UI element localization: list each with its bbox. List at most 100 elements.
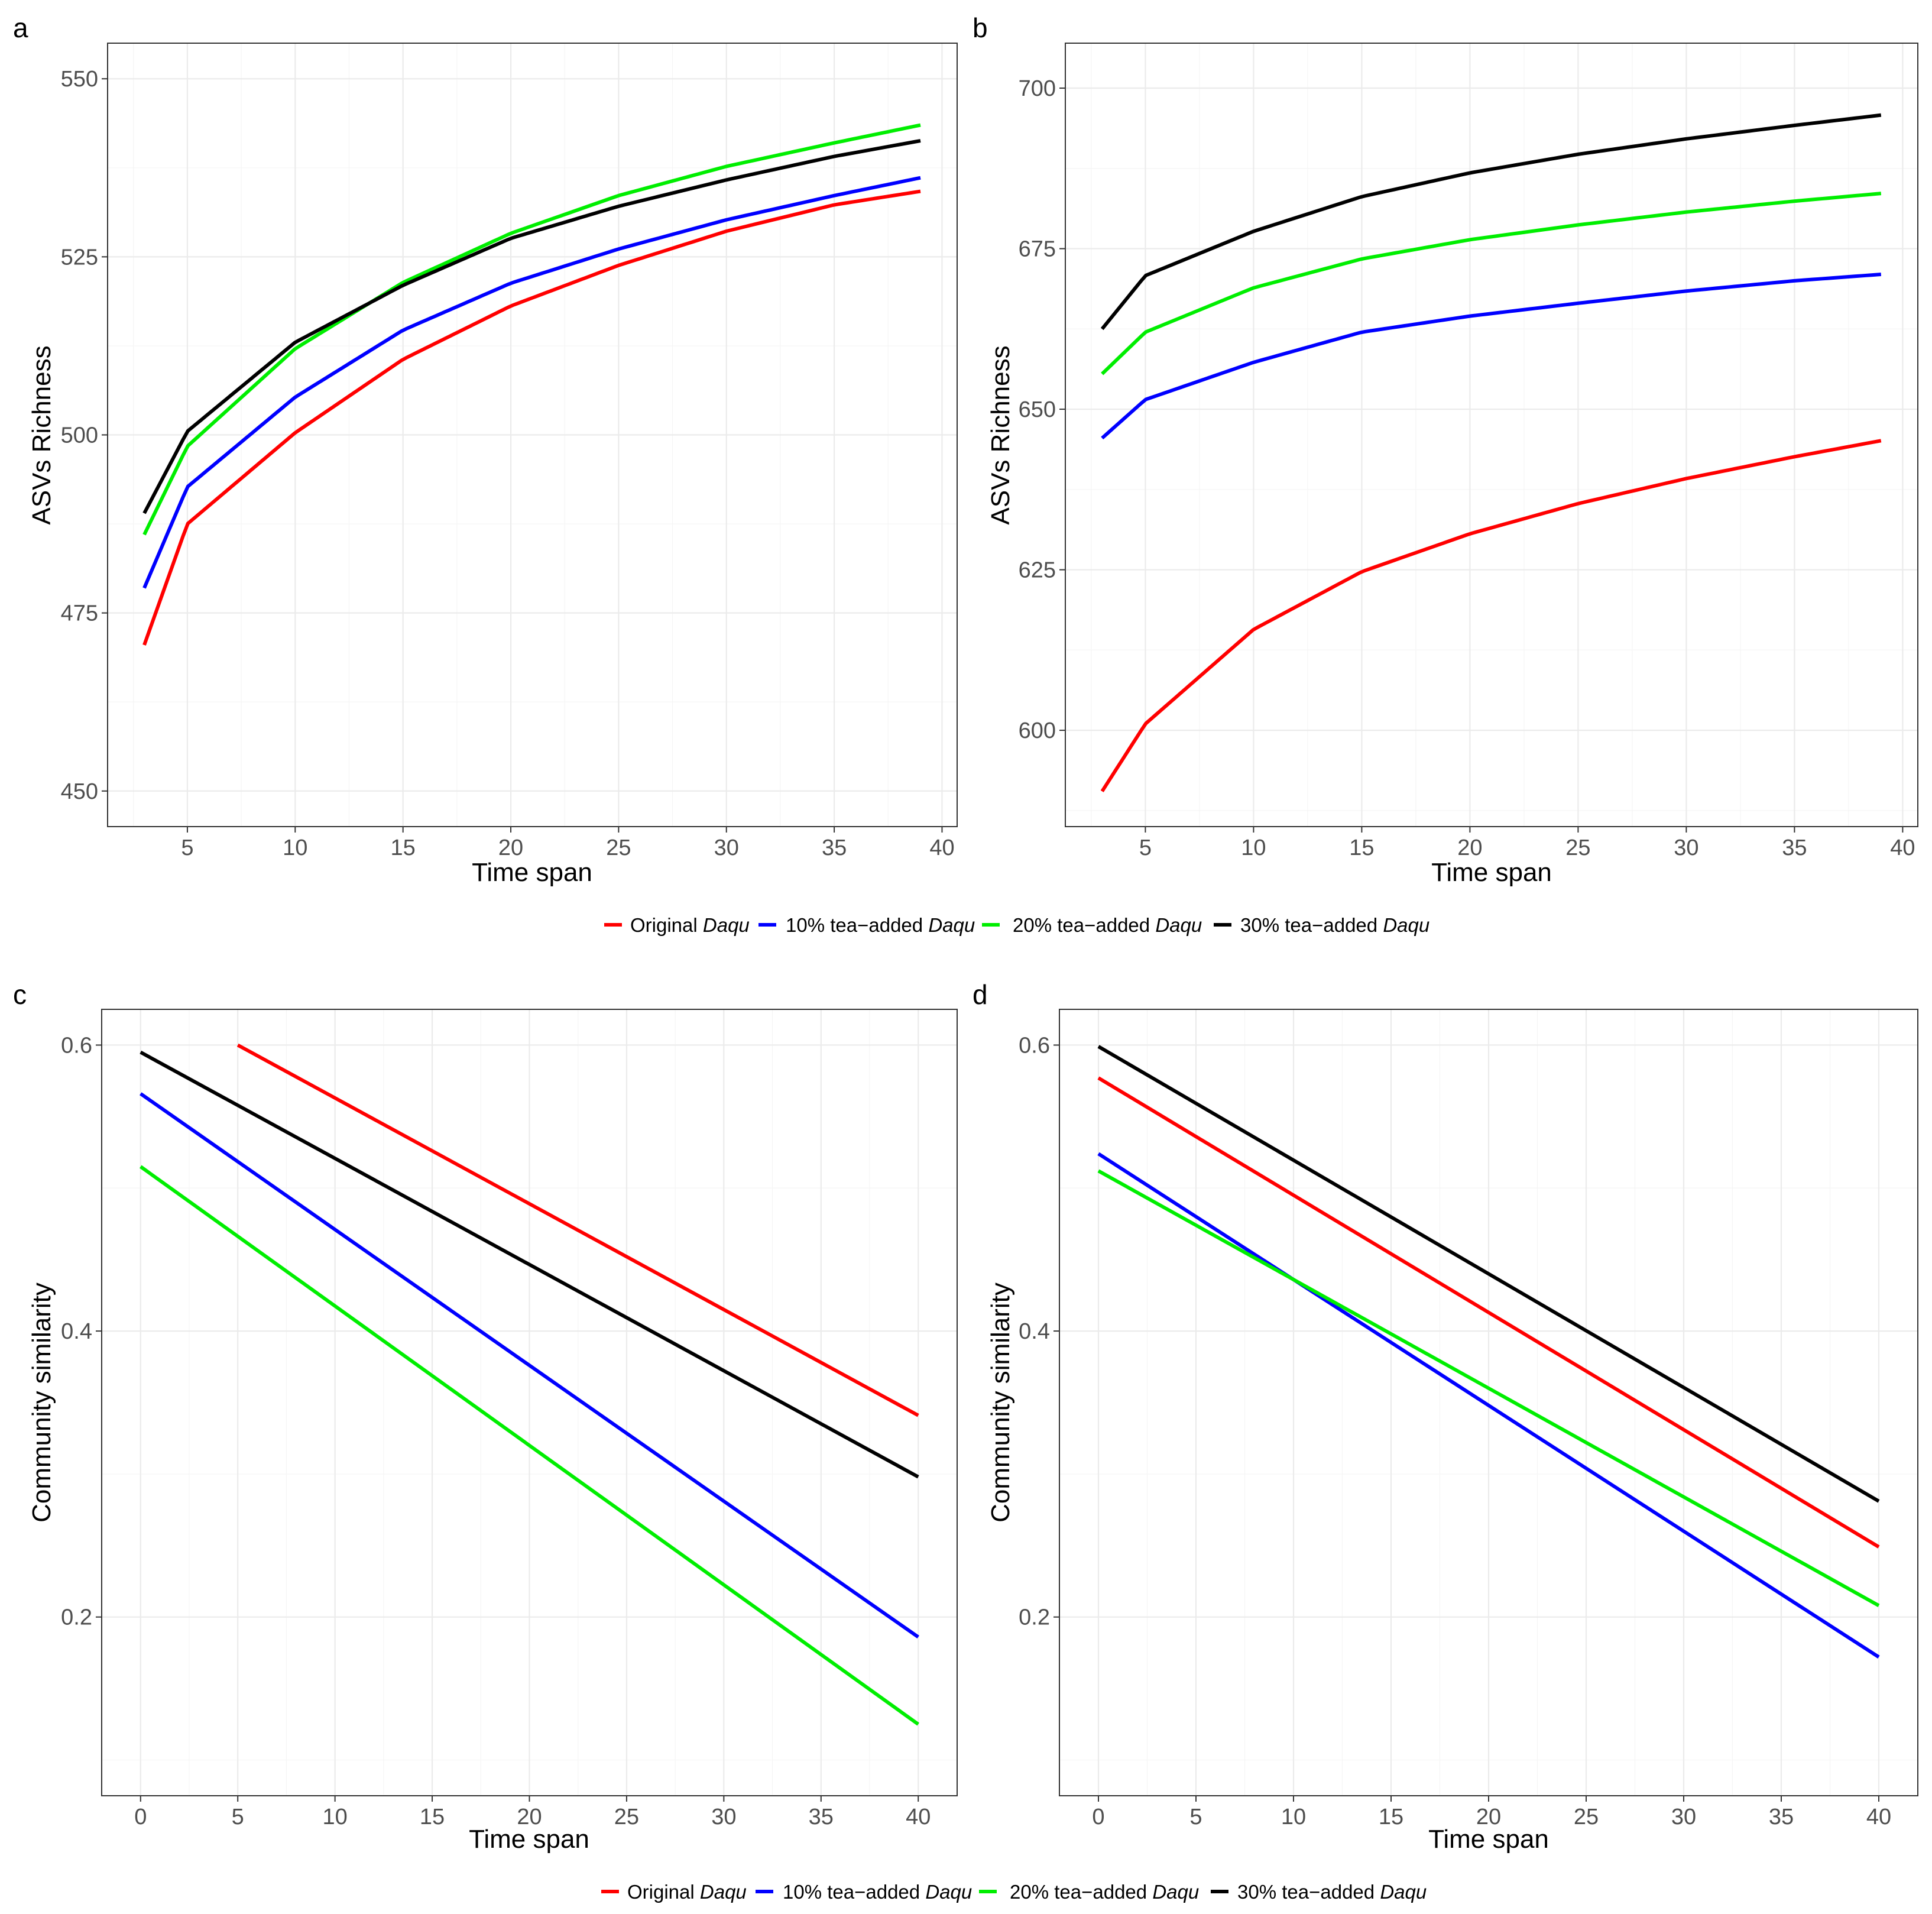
legend-top-label-30pct: 30% tea−added Daqu bbox=[1240, 914, 1429, 936]
legend-bottom-label-original: Original Daqu bbox=[627, 1881, 747, 1903]
panel-a-x-tick-label: 20 bbox=[498, 835, 523, 860]
panel-a-x-tick-label: 30 bbox=[714, 835, 739, 860]
panel-b-x-tick-label: 5 bbox=[1139, 835, 1152, 860]
panel-c-x-axis-title: Time span bbox=[469, 1825, 589, 1854]
panel-a-x-tick-label: 40 bbox=[929, 835, 954, 860]
panel-a-x-tick-label: 15 bbox=[391, 835, 416, 860]
panel-d-x-tick-label: 25 bbox=[1574, 1805, 1599, 1829]
panel-b: b 5 10 15 20 25 30 35 40 600 625 650 675 700 Time sp… bbox=[973, 12, 1918, 887]
legend-bottom-label-20pct: 20% tea−added Daqu bbox=[1010, 1881, 1199, 1903]
panel-c-y-axis-title: Community similarity bbox=[27, 1283, 56, 1523]
panel-b-x-tick-label: 40 bbox=[1890, 835, 1915, 860]
panel-c-y-tick-label: 0.2 bbox=[61, 1605, 92, 1630]
panel-d-series bbox=[1097, 1045, 1880, 1659]
panel-d-x-tick-label: 20 bbox=[1476, 1805, 1501, 1829]
panel-d-x-tick-label: 0 bbox=[1092, 1805, 1104, 1829]
panel-label-c: c bbox=[13, 979, 27, 1010]
panel-a-y-tick-label: 475 bbox=[61, 601, 98, 626]
panel-c-y-tick-label: 0.6 bbox=[61, 1033, 92, 1058]
panel-b-x-tick-label: 35 bbox=[1782, 835, 1807, 860]
panel-d-x-tick-label: 30 bbox=[1671, 1805, 1696, 1829]
legend-bottom-label-30pct: 30% tea−added Daqu bbox=[1237, 1881, 1427, 1903]
panel-b-ticks: 5 10 15 20 25 30 35 40 600 625 650 675 700 bbox=[1019, 76, 1915, 860]
panel-b-x-tick-label: 20 bbox=[1457, 835, 1482, 860]
panel-a-x-tick-label: 25 bbox=[606, 835, 631, 860]
legend-top-item-10pct: 10% tea−added Daqu bbox=[758, 914, 975, 936]
legend-bottom: Original Daqu 10% tea−added Daqu 20% tea… bbox=[601, 1881, 1427, 1903]
panel-c-x-tick-label: 30 bbox=[711, 1805, 736, 1829]
panel-c-y-tick-label: 0.4 bbox=[61, 1319, 92, 1344]
panel-b-y-axis-title: ASVs Richness bbox=[986, 345, 1015, 524]
legend-top-label-10pct: 10% tea−added Daqu bbox=[786, 914, 975, 936]
panel-a-series-10pct bbox=[142, 176, 921, 589]
panel-b-x-axis-title: Time span bbox=[1431, 858, 1552, 887]
panel-b-series-20pct bbox=[1101, 192, 1882, 375]
panel-c-x-tick-label: 15 bbox=[420, 1805, 445, 1829]
legend-top: Original Daqu 10% tea−added Daqu 20% tea… bbox=[604, 914, 1429, 936]
legend-bottom-item-30pct: 30% tea−added Daqu bbox=[1211, 1881, 1427, 1903]
panel-d-grid bbox=[1059, 1009, 1918, 1796]
panel-c-x-tick-label: 20 bbox=[517, 1805, 542, 1829]
panel-d-series-20pct bbox=[1097, 1169, 1880, 1608]
panel-a-series bbox=[142, 123, 921, 646]
panel-label-b: b bbox=[973, 12, 988, 43]
panel-a-x-tick-label: 5 bbox=[181, 835, 193, 860]
panel-b-y-tick-label: 600 bbox=[1019, 718, 1056, 743]
panel-c-series bbox=[140, 1043, 919, 1726]
panel-d-y-tick-label: 0.6 bbox=[1019, 1033, 1050, 1058]
legend-bottom-item-original: Original Daqu bbox=[601, 1881, 747, 1903]
legend-top-item-30pct: 30% tea−added Daqu bbox=[1214, 914, 1429, 936]
panel-a-grid bbox=[108, 43, 957, 827]
legend-top-item-20pct: 20% tea−added Daqu bbox=[982, 914, 1202, 936]
panel-c-x-tick-label: 35 bbox=[809, 1805, 834, 1829]
panel-c-series-20pct bbox=[140, 1165, 919, 1726]
panel-b-y-tick-label: 625 bbox=[1019, 558, 1056, 583]
legend-bottom-item-20pct: 20% tea−added Daqu bbox=[979, 1881, 1199, 1903]
panel-d-x-tick-label: 5 bbox=[1189, 1805, 1202, 1829]
panel-b-y-tick-label: 675 bbox=[1019, 237, 1056, 262]
panel-a-y-tick-label: 450 bbox=[61, 779, 98, 804]
legend-bottom-item-10pct: 10% tea−added Daqu bbox=[756, 1881, 972, 1903]
panel-b-border bbox=[1065, 43, 1918, 827]
panel-b-series-30pct bbox=[1100, 113, 1882, 331]
panel-c: c 0 5 10 15 20 25 30 35 40 0.2 0.4 0.6 Time span Co… bbox=[13, 979, 958, 1854]
panel-b-series bbox=[1100, 113, 1882, 792]
panel-c-series-original bbox=[236, 1043, 919, 1417]
panel-b-series-10pct bbox=[1101, 272, 1882, 440]
panel-a-y-tick-label: 550 bbox=[61, 67, 98, 92]
panel-d-x-tick-label: 10 bbox=[1281, 1805, 1306, 1829]
panel-d-x-tick-label: 40 bbox=[1866, 1805, 1891, 1829]
panel-a-y-tick-label: 525 bbox=[61, 245, 98, 270]
panel-c-grid bbox=[102, 1009, 957, 1796]
panel-d-y-axis-title: Community similarity bbox=[986, 1283, 1015, 1523]
panel-label-a: a bbox=[13, 12, 28, 43]
panel-d-series-30pct bbox=[1097, 1045, 1880, 1503]
panel-d-y-tick-label: 0.2 bbox=[1019, 1605, 1050, 1630]
panel-label-d: d bbox=[973, 979, 988, 1010]
panel-c-x-tick-label: 10 bbox=[322, 1805, 347, 1829]
panel-b-x-tick-label: 15 bbox=[1349, 835, 1374, 860]
panel-a-x-axis-title: Time span bbox=[472, 858, 592, 887]
panel-d-series-original bbox=[1097, 1076, 1880, 1549]
panel-b-y-tick-label: 650 bbox=[1019, 397, 1056, 422]
legend-bottom-label-10pct: 10% tea−added Daqu bbox=[783, 1881, 972, 1903]
panel-b-grid bbox=[1065, 43, 1918, 827]
panel-a-x-tick-label: 35 bbox=[822, 835, 847, 860]
panel-d-x-axis-title: Time span bbox=[1428, 1825, 1549, 1854]
panel-c-x-tick-label: 40 bbox=[906, 1805, 931, 1829]
panel-c-series-30pct bbox=[140, 1050, 919, 1479]
panel-a-series-original bbox=[142, 189, 921, 646]
panel-c-x-tick-label: 0 bbox=[134, 1805, 147, 1829]
panel-b-x-tick-label: 10 bbox=[1241, 835, 1266, 860]
panel-d-series-10pct bbox=[1097, 1152, 1880, 1659]
panel-b-x-tick-label: 30 bbox=[1674, 835, 1698, 860]
panel-d: d 0 5 10 15 20 25 30 35 40 0.2 0.4 0.6 Time span Co… bbox=[973, 979, 1918, 1854]
panel-a-x-tick-label: 10 bbox=[283, 835, 307, 860]
panel-d-x-tick-label: 15 bbox=[1379, 1805, 1403, 1829]
panel-d-x-tick-label: 35 bbox=[1769, 1805, 1794, 1829]
panel-b-series-original bbox=[1100, 439, 1882, 792]
panel-c-series-10pct bbox=[140, 1092, 919, 1639]
panel-a-y-tick-label: 500 bbox=[61, 423, 98, 448]
